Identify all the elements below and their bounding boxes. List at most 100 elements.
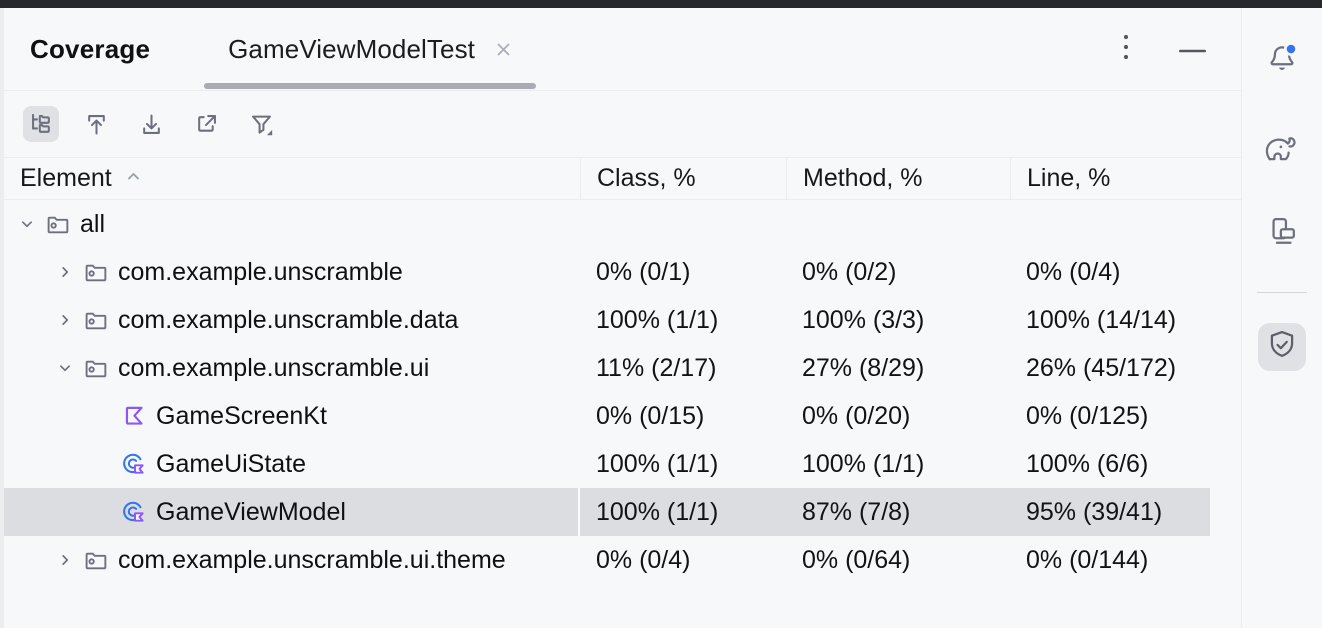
cell-line-percent: 0% (0/125) [1026, 401, 1149, 430]
minimize-icon [1178, 40, 1206, 58]
package-icon [82, 536, 110, 584]
import-down-button[interactable] [133, 106, 169, 142]
cell-line-percent: 0% (0/4) [1026, 257, 1121, 286]
cell-class-percent: 100% (1/1) [596, 449, 719, 478]
running-devices-button[interactable] [1258, 210, 1306, 258]
column-header-line[interactable]: Line, % [1010, 158, 1241, 199]
row-label: GameScreenKt [156, 401, 327, 430]
coverage-shield-icon [1265, 328, 1299, 367]
cell-line-percent: 100% (6/6) [1026, 449, 1149, 478]
tree-cell: GameViewModel [0, 488, 580, 536]
row-label: com.example.unscramble.data [118, 305, 459, 334]
tab-active-indicator [204, 83, 536, 89]
column-header-line-label: Line, % [1027, 164, 1111, 192]
column-header-method[interactable]: Method, % [786, 158, 1010, 199]
column-header-element[interactable]: Element [0, 158, 580, 199]
column-header-method-label: Method, % [803, 164, 923, 192]
coverage-shield-button[interactable] [1258, 323, 1306, 371]
sort-ascending-icon [124, 164, 143, 193]
kotlin-file-icon [120, 392, 148, 440]
tool-stripe-divider [1257, 292, 1307, 293]
expander-icon [86, 392, 120, 440]
cell-class-percent: 0% (0/15) [596, 401, 705, 430]
group-by-packages-icon [28, 111, 55, 138]
cell-method-percent: 0% (0/2) [802, 257, 897, 286]
filter-icon [248, 111, 275, 138]
chevron-right-icon[interactable] [48, 248, 82, 296]
tool-window-header: Coverage GameViewModelTest [0, 8, 1241, 91]
column-header-element-label: Element [20, 164, 112, 192]
notifications-bell-icon [1264, 40, 1300, 81]
header-actions [1109, 32, 1213, 66]
gradle-elephant-icon [1263, 131, 1301, 170]
import-down-icon [138, 111, 165, 138]
export-up-icon [83, 111, 110, 138]
kotlin-class-icon [120, 440, 148, 488]
cell-method-percent: 0% (0/64) [802, 545, 911, 574]
expander-icon [86, 440, 120, 488]
table-row-all[interactable]: all [0, 200, 1241, 248]
close-icon[interactable] [495, 41, 512, 58]
minimize-button[interactable] [1175, 32, 1209, 66]
table-row-gamescreenkt[interactable]: GameScreenKt 0% (0/15) 0% (0/20) 0% (0/1… [0, 392, 1241, 440]
column-header-class[interactable]: Class, % [580, 158, 786, 199]
cell-method-percent: 27% (8/29) [802, 353, 925, 382]
tool-window-title: Coverage [30, 33, 151, 64]
cell-line-percent: 0% (0/144) [1026, 545, 1149, 574]
table-row-gameuistate[interactable]: GameUiState 100% (1/1) 100% (1/1) 100% (… [0, 440, 1241, 488]
table-row-gameviewmodel[interactable]: GameViewModel 100% (1/1) 87% (7/8) 95% (… [0, 488, 1241, 536]
cell-line-percent: 95% (39/41) [1026, 497, 1163, 526]
right-tool-stripe [1241, 8, 1322, 628]
cell-class-percent: 100% (1/1) [596, 305, 719, 334]
tree-cell: com.example.unscramble [0, 248, 580, 296]
table-row-com-example-unscramble-ui[interactable]: com.example.unscramble.ui 11% (2/17) 27%… [0, 344, 1241, 392]
kotlin-class-icon [120, 488, 148, 536]
running-devices-icon [1264, 214, 1300, 255]
notifications-bell-button[interactable] [1258, 36, 1306, 84]
more-options-button[interactable] [1109, 32, 1143, 66]
row-label: GameViewModel [156, 497, 346, 526]
filter-button[interactable] [243, 106, 279, 142]
cell-class-percent: 11% (2/17) [596, 353, 717, 382]
kebab-icon [1122, 33, 1130, 66]
table-row-com-example-unscramble[interactable]: com.example.unscramble 0% (0/1) 0% (0/2)… [0, 248, 1241, 296]
tree-cell: com.example.unscramble.ui [0, 344, 580, 392]
open-external-icon [193, 111, 220, 138]
table-header-row: Element Class, % Method, % Line, % [0, 157, 1241, 200]
coverage-tool-window: Coverage GameViewModelTest [0, 8, 1322, 628]
coverage-toolbar [0, 91, 1241, 157]
open-external-button[interactable] [188, 106, 224, 142]
package-icon [82, 248, 110, 296]
coverage-table-body: all com.example.unscramble 0% (0/1) 0% (… [0, 200, 1241, 628]
cell-line-percent [1010, 200, 1241, 248]
window-left-edge [0, 8, 4, 628]
chevron-down-icon[interactable] [48, 344, 82, 392]
row-label: GameUiState [156, 449, 307, 478]
cell-class-percent: 0% (0/4) [596, 545, 691, 574]
cell-method-percent: 0% (0/20) [802, 401, 911, 430]
group-by-packages-button[interactable] [23, 106, 59, 142]
tree-cell: com.example.unscramble.ui.theme [0, 536, 580, 584]
cell-class-percent [580, 200, 786, 248]
cell-class-percent: 0% (0/1) [596, 257, 691, 286]
tab-coverage-suite[interactable]: GameViewModelTest [204, 8, 536, 90]
row-label: all [80, 209, 106, 238]
tree-cell: com.example.unscramble.data [0, 296, 580, 344]
table-row-com-example-unscramble-data[interactable]: com.example.unscramble.data 100% (1/1) 1… [0, 296, 1241, 344]
window-top-bar [0, 0, 1322, 8]
chevron-down-icon[interactable] [10, 200, 44, 248]
cell-line-percent: 26% (45/172) [1026, 353, 1177, 382]
package-icon [82, 344, 110, 392]
cell-method-percent: 87% (7/8) [802, 497, 911, 526]
tree-cell: GameScreenKt [0, 392, 580, 440]
gradle-elephant-button[interactable] [1258, 126, 1306, 174]
table-row-com-example-unscramble-ui-theme[interactable]: com.example.unscramble.ui.theme 0% (0/4)… [0, 536, 1241, 584]
tree-cell: GameUiState [0, 440, 580, 488]
cell-class-percent: 100% (1/1) [596, 497, 719, 526]
package-icon [82, 296, 110, 344]
export-up-button[interactable] [78, 106, 114, 142]
tree-cell: all [0, 200, 580, 248]
column-header-class-label: Class, % [597, 164, 696, 192]
chevron-right-icon[interactable] [48, 296, 82, 344]
chevron-right-icon[interactable] [48, 536, 82, 584]
